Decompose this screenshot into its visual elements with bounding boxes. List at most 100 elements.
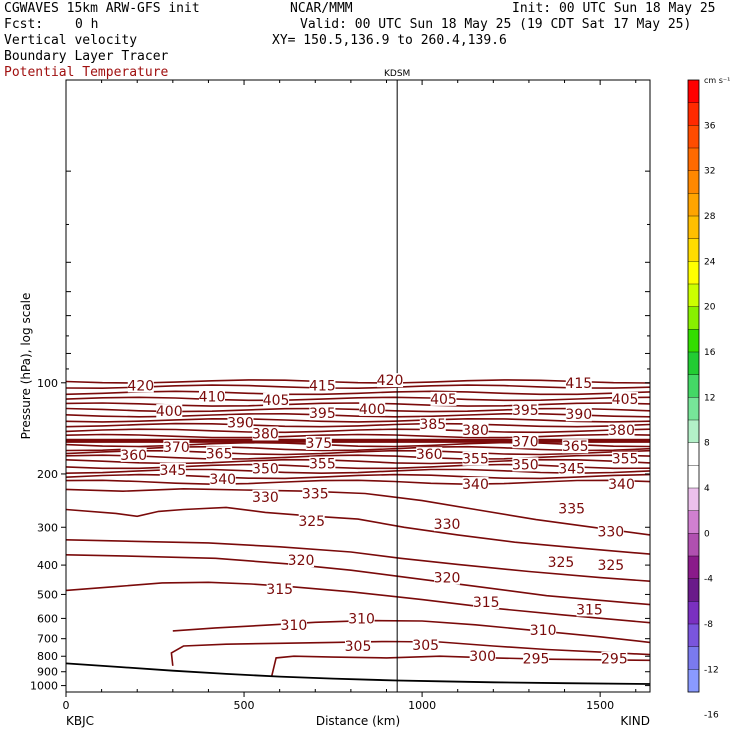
contour-label-bg: [159, 462, 186, 477]
y-tick-label: 600: [37, 612, 58, 625]
y-axis-label: Pressure (hPa), log scale: [19, 293, 33, 440]
contour-label-bg: [565, 407, 592, 422]
contour-label: 325: [298, 514, 325, 530]
contour-label-bg: [558, 501, 585, 516]
center-name: NCAR/MMM: [290, 1, 353, 16]
colorbar-cell: [688, 601, 699, 625]
contour-label-bg: [434, 517, 461, 532]
y-tick-label: 800: [37, 650, 58, 663]
x-tick-label: 0: [63, 699, 70, 712]
contour-label-bg: [512, 457, 539, 472]
contour-label: 370: [163, 440, 190, 456]
contour-label-bg: [473, 595, 500, 610]
field-potential-temperature: Potential Temperature: [4, 65, 169, 80]
contour-label: 320: [288, 553, 315, 569]
contour-label: 405: [612, 392, 639, 408]
contour-label-bg: [252, 489, 279, 504]
contour-label: 320: [434, 571, 461, 587]
isentrope-line: [65, 384, 651, 390]
contour-label-bg: [345, 638, 371, 653]
contour-label-bg: [512, 434, 539, 449]
isentrope-line: [65, 396, 651, 402]
contour-label-bg: [601, 651, 628, 666]
contour-label-bg: [608, 477, 635, 492]
colorbar-cell: [688, 669, 699, 693]
contour-label-bg: [412, 638, 439, 653]
contour-label-bg: [416, 447, 443, 462]
contour-label: 335: [302, 486, 329, 502]
contour-label: 390: [565, 407, 592, 423]
contour-label: 330: [252, 490, 279, 506]
contour-label-bg: [462, 422, 489, 437]
colorbar-tick-label: -16: [704, 711, 719, 721]
colorbar-cell: [688, 261, 699, 285]
contour-label-bg: [547, 554, 574, 569]
x-tick-label: 1500: [586, 699, 614, 712]
contour-label-bg: [377, 373, 404, 388]
x-axis-label: Distance (km): [316, 714, 400, 728]
contour-label: 395: [512, 403, 539, 419]
contour-label-bg: [305, 435, 332, 450]
contour-label-bg: [530, 622, 557, 637]
contour-label: 340: [209, 472, 236, 488]
y-tick-label: 300: [37, 521, 58, 534]
mid-station-label: KDSM: [384, 69, 410, 79]
isentrope-line: [65, 390, 651, 396]
colorbar-cell: [688, 102, 699, 126]
contour-label: 370: [512, 434, 539, 450]
isentrope-line: [65, 479, 651, 486]
contour-label: 410: [199, 390, 226, 406]
contour-label: 395: [309, 406, 336, 422]
contour-label-bg: [120, 447, 147, 462]
contour-label: 310: [281, 618, 308, 634]
contour-label-bg: [298, 513, 325, 528]
colorbar-tick-label: 12: [704, 393, 715, 403]
contour-label-bg: [266, 582, 293, 597]
contour-label: 325: [548, 555, 575, 571]
colorbar-cell: [688, 284, 699, 307]
contour-label-bg: [252, 461, 279, 476]
colorbar-tick-label: 0: [704, 529, 710, 539]
contour-label-bg: [252, 426, 279, 441]
valid-time: Valid: 00 UTC Sun 18 May 25 (19 CDT Sat …: [300, 17, 692, 32]
colorbar-cell: [688, 374, 699, 398]
contour-label: 315: [266, 582, 293, 598]
colorbar-cell: [688, 488, 699, 511]
colorbar-cell: [688, 170, 699, 194]
fcst-label: Fcst:: [4, 17, 44, 32]
contour-label: 350: [252, 462, 279, 478]
contour-label-bg: [309, 456, 336, 471]
isentrope-line: [65, 449, 651, 456]
contour-label: 360: [416, 447, 443, 463]
colorbar-cell: [688, 306, 699, 330]
init-time: Init: 00 UTC Sun 18 May 25: [512, 1, 716, 16]
colorbar-tick-label: -8: [704, 620, 713, 630]
y-tick-label: 200: [37, 468, 58, 481]
model-title: CGWAVES 15km ARW-GFS init: [4, 1, 200, 16]
contour-label: 365: [562, 439, 589, 455]
contour-label: 355: [612, 452, 639, 468]
colorbar-tick-label: 36: [704, 121, 716, 131]
contour-label-bg: [597, 558, 624, 573]
contour-label: 315: [576, 602, 603, 618]
colorbar-cell: [688, 556, 699, 579]
contour-label-bg: [419, 417, 446, 432]
contour-label: 415: [309, 378, 336, 394]
y-tick-label: 1000: [30, 680, 58, 693]
contour-label: 335: [558, 501, 585, 517]
field-vertical-velocity: Vertical velocity: [4, 33, 138, 48]
contour-label-bg: [199, 389, 225, 404]
colorbar-cell: [688, 125, 699, 149]
contour-label-bg: [558, 461, 585, 476]
contour-label: 340: [462, 477, 489, 493]
contour-label: 380: [252, 426, 279, 442]
colorbar-cell: [688, 397, 699, 421]
colorbar-tick-label: -4: [704, 575, 713, 585]
contour-label-bg: [608, 422, 635, 437]
colorbar-tick-label: 32: [704, 167, 715, 177]
right-station-label: KIND: [620, 714, 650, 728]
colorbar-cell: [688, 352, 699, 375]
contour-label-bg: [302, 486, 329, 501]
y-tick-label: 400: [37, 559, 58, 572]
